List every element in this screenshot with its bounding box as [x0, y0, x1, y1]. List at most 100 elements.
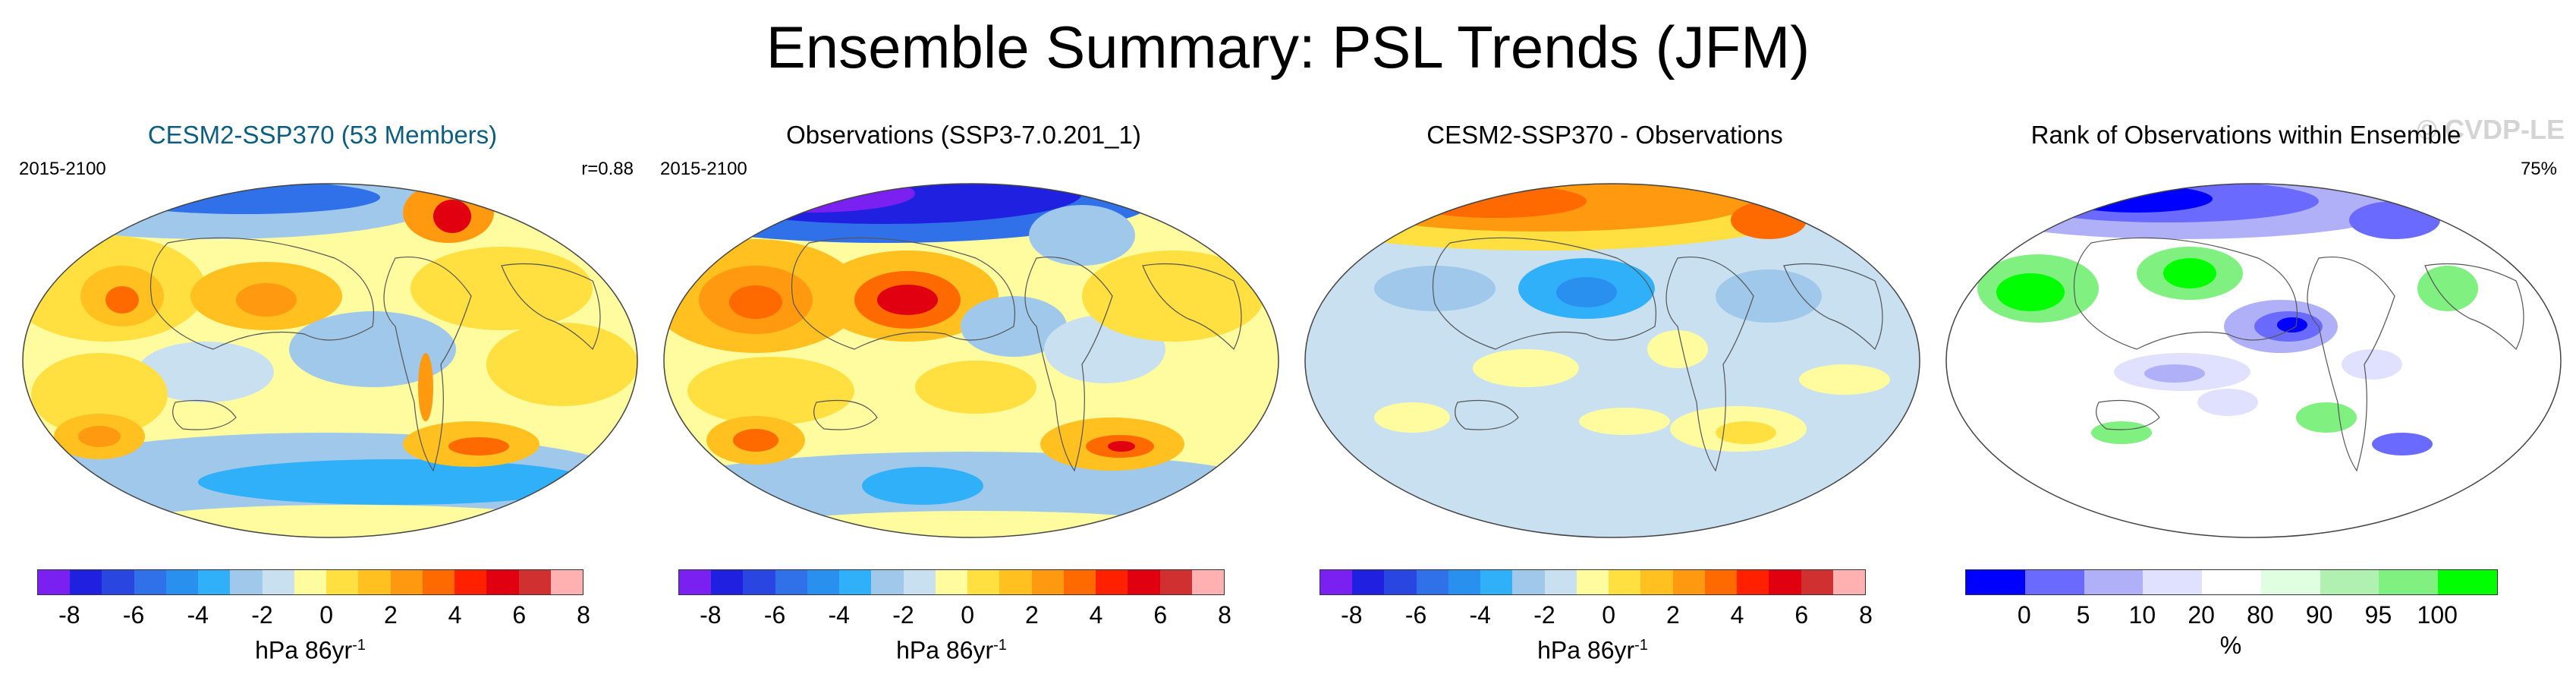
colorbar-tick-label: -4: [1469, 601, 1491, 629]
colorbar-swatch: [486, 570, 519, 594]
colorbar-swatch: [2084, 570, 2144, 594]
colorbar-tick-label: 4: [1089, 601, 1103, 629]
colorbar-tick-label: -2: [1533, 601, 1555, 629]
panel-title: CESM2-SSP370 (53 Members): [147, 121, 498, 149]
colorbar-swatch: [1832, 570, 1865, 594]
colorbar-swatch: [2143, 570, 2203, 594]
panel-observations: Observations (SSP3-7.0.201_1) 2015-2100: [645, 114, 1282, 687]
colorbar-swatch: [1448, 570, 1481, 594]
colorbar-unit: hPa 86yr-1: [1537, 636, 1648, 664]
colorbar-swatch: [2320, 570, 2379, 594]
colorbar-tick-label: 80: [2247, 601, 2274, 629]
colorbar-swatch: [2260, 570, 2320, 594]
colorbar-swatch: [326, 570, 359, 594]
trend-map: [657, 175, 1285, 547]
colorbar-swatch: [1544, 570, 1577, 594]
colorbar-swatch: [1576, 570, 1609, 594]
rank-colorbar-ticks: 0 5 10 20 80 90 95 100: [1965, 600, 2496, 630]
colorbar-swatch: [165, 570, 199, 594]
colorbar-swatch: [871, 570, 904, 594]
colorbar-swatch: [1063, 570, 1096, 594]
panel-rank: © CVDP-LE Rank of Observations within En…: [1927, 114, 2565, 687]
colorbar-tick-label: 8: [1859, 601, 1873, 629]
colorbar-swatch: [1096, 570, 1128, 594]
panel-title: Observations (SSP3-7.0.201_1): [786, 121, 1141, 149]
colorbar-tick-label: 8: [1218, 601, 1231, 629]
trend-colorbar: [37, 569, 583, 595]
panel-cesm: CESM2-SSP370 (53 Members) 2015-2100 r=0.…: [4, 114, 641, 687]
colorbar-tick-label: 6: [1794, 601, 1809, 629]
colorbar-swatch: [1416, 570, 1448, 594]
colorbar-tick-label: 6: [512, 601, 527, 629]
trend-colorbar: [678, 569, 1225, 595]
colorbar-swatch: [1801, 570, 1833, 594]
colorbar-swatch: [422, 570, 455, 594]
colorbar-tick-label: -8: [700, 601, 722, 629]
colorbar-swatch: [1640, 570, 1673, 594]
colorbar-tick-label: -6: [763, 601, 786, 629]
colorbar-swatch: [1769, 570, 1801, 594]
colorbar-swatch: [2024, 570, 2084, 594]
panel-title: Rank of Observations within Ensemble: [2030, 121, 2461, 149]
colorbar-tick-label: -2: [251, 601, 273, 629]
colorbar-swatch: [999, 570, 1032, 594]
difference-map: [1298, 175, 1926, 547]
colorbar-tick-label: 95: [2364, 601, 2392, 629]
colorbar-swatch: [743, 570, 775, 594]
colorbar-tick-label: 2: [1665, 601, 1680, 629]
colorbar-unit: hPa 86yr-1: [896, 636, 1007, 664]
rank-percent-label: 75%: [2520, 159, 2557, 179]
colorbar-tick-label: 10: [2128, 601, 2156, 629]
rank-colorbar: [1965, 569, 2498, 595]
colorbar-tick-label: 0: [961, 601, 975, 629]
colorbar-swatch: [807, 570, 840, 594]
colorbar-swatch: [2379, 570, 2439, 594]
colorbar-swatch: [679, 570, 712, 594]
colorbar-swatch: [1480, 570, 1513, 594]
colorbar-unit: hPa 86yr-1: [255, 636, 366, 664]
colorbar-swatch: [518, 570, 551, 594]
colorbar-swatch: [2438, 570, 2498, 594]
colorbar-tick-label: 5: [2076, 601, 2090, 629]
colorbar-swatch: [1384, 570, 1417, 594]
colorbar-tick-label: -4: [828, 601, 850, 629]
colorbar-tick-label: 0: [2017, 601, 2031, 629]
colorbar-tick-label: 100: [2417, 601, 2458, 629]
colorbar-swatch: [839, 570, 872, 594]
colorbar-tick-label: 2: [383, 601, 398, 629]
colorbar-tick-label: 4: [1730, 601, 1744, 629]
colorbar-swatch: [454, 570, 487, 594]
colorbar-tick-label: -4: [187, 601, 209, 629]
rank-map: [1939, 175, 2568, 547]
panel-difference: CESM2-SSP370 - Observations: [1286, 114, 1923, 687]
colorbar-swatch: [1966, 570, 2025, 594]
period-label: 2015-2100: [660, 159, 747, 179]
colorbar-swatch: [775, 570, 807, 594]
correlation-label: r=0.88: [581, 159, 634, 179]
colorbar-tick-label: 4: [448, 601, 462, 629]
colorbar-swatch: [38, 570, 71, 594]
colorbar-swatch: [1159, 570, 1192, 594]
colorbar-swatch: [70, 570, 102, 594]
colorbar-tick-label: -6: [1404, 601, 1427, 629]
colorbar-swatch: [390, 570, 423, 594]
colorbar-swatch: [1737, 570, 1769, 594]
colorbar-swatch: [102, 570, 134, 594]
colorbar-swatch: [711, 570, 744, 594]
colorbar-swatch: [550, 570, 583, 594]
colorbar-swatch: [1320, 570, 1353, 594]
colorbar-swatch: [294, 570, 327, 594]
colorbar-tick-label: 8: [577, 601, 590, 629]
colorbar-swatch: [198, 570, 231, 594]
colorbar-tick-label: 90: [2305, 601, 2333, 629]
figure-title: Ensemble Summary: PSL Trends (JFM): [766, 14, 1810, 80]
colorbar-tick-label: 20: [2188, 601, 2215, 629]
colorbar-swatch: [2202, 570, 2261, 594]
colorbar-swatch: [1352, 570, 1385, 594]
colorbar-tick-label: -8: [58, 601, 80, 629]
colorbar-swatch: [262, 570, 294, 594]
colorbar-tick-label: 6: [1153, 601, 1168, 629]
trend-map: [16, 175, 644, 547]
colorbar-swatch: [1704, 570, 1738, 594]
colorbar-swatch: [1609, 570, 1641, 594]
